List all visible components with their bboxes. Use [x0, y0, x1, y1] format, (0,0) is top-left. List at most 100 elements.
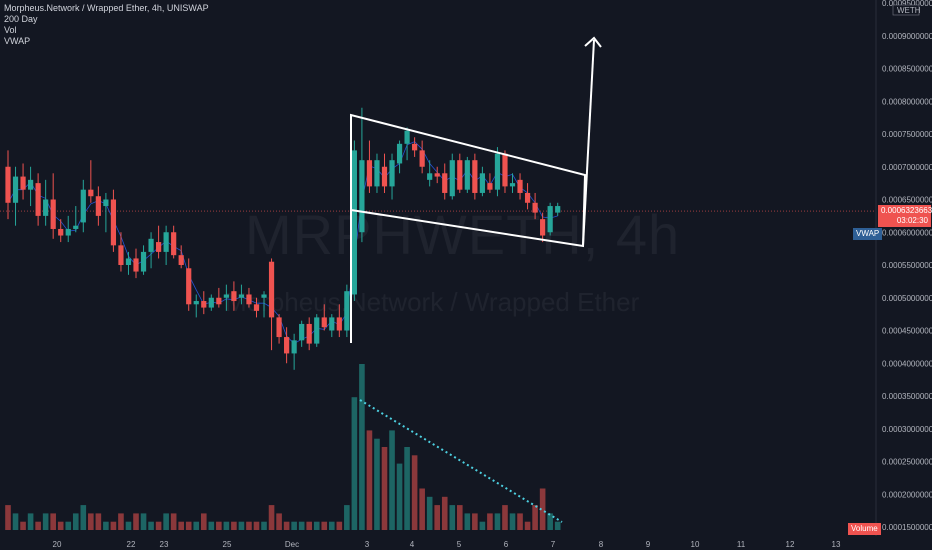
- breakout-arrow-shaft: [582, 39, 595, 247]
- volume-bar: [200, 513, 207, 530]
- candle-body: [442, 173, 448, 193]
- volume-bars: [5, 364, 561, 530]
- candle-body: [412, 143, 418, 151]
- candle-body: [253, 304, 260, 311]
- candle-body: [381, 166, 388, 187]
- price-tick-label: 0.0001500000: [882, 523, 932, 532]
- candle-body: [246, 294, 252, 305]
- candle-body: [321, 317, 327, 328]
- candle-body: [276, 317, 282, 338]
- volume-bar: [411, 455, 418, 530]
- time-axis: 20 22 23 25 Dec 3 4 5 6 7 8 9 10 11 12 13: [0, 536, 932, 550]
- legend-indicator-vwap[interactable]: VWAP: [4, 36, 31, 46]
- volume-bar: [419, 488, 425, 530]
- time-tick-label: 5: [457, 540, 462, 549]
- volume-bar: [464, 513, 471, 530]
- volume-bar: [328, 521, 335, 530]
- volume-bar: [457, 505, 463, 530]
- candle-body: [140, 251, 147, 272]
- legend-indicator-200-day[interactable]: 200 Day: [4, 14, 38, 24]
- volume-bar: [479, 521, 486, 530]
- volume-bar: [148, 521, 154, 530]
- candle-body: [299, 323, 305, 341]
- volume-bar: [434, 505, 441, 530]
- time-tick-label: 4: [410, 540, 415, 549]
- volume-bar: [351, 397, 358, 530]
- price-tick-label: 0.0003500000: [882, 392, 932, 401]
- candle-body: [336, 317, 342, 331]
- candle-body: [125, 258, 132, 265]
- time-tick-label: 11: [737, 540, 746, 549]
- volume-bar: [449, 505, 456, 530]
- candle-body: [396, 143, 403, 164]
- price-tick-label: 0.0009500000: [882, 0, 932, 8]
- volume-bar: [216, 521, 222, 530]
- candle-body: [434, 173, 440, 177]
- volume-bar: [231, 521, 237, 530]
- price-axis-bg: [878, 0, 932, 550]
- candle-body: [359, 160, 365, 233]
- candle-body: [502, 153, 508, 187]
- volume-bar: [554, 521, 561, 530]
- time-tick-label: 13: [832, 540, 841, 549]
- candle-body: [464, 160, 470, 190]
- candle-body: [80, 189, 86, 223]
- volume-bar: [404, 447, 410, 530]
- volume-bar: [118, 513, 124, 530]
- volume-bar: [396, 463, 403, 530]
- breakout-arrow-head: [584, 36, 602, 48]
- candle-body: [58, 228, 64, 236]
- volume-bar: [494, 513, 501, 530]
- legend-indicator-vol[interactable]: Vol: [4, 25, 17, 35]
- candle-body: [472, 160, 478, 193]
- candle-body: [178, 255, 184, 265]
- candle-body: [193, 301, 199, 305]
- candle-body: [35, 183, 41, 216]
- time-axis-bg: [0, 536, 932, 550]
- candle-body: [110, 199, 117, 246]
- volume-bar: [321, 521, 328, 530]
- time-tick-label: 10: [691, 540, 700, 549]
- candle-countdown: 03:02:30: [896, 216, 928, 226]
- volume-bar: [72, 513, 79, 530]
- candle-body: [479, 173, 485, 193]
- candle-body: [133, 258, 139, 272]
- price-tick-label: 0.0004500000: [882, 327, 932, 336]
- candle-body: [216, 297, 222, 305]
- price-tick-label: 0.0005000000: [882, 294, 932, 303]
- volume-bar: [103, 521, 109, 530]
- candle-body: [427, 173, 433, 180]
- currency-label: WETH: [897, 6, 921, 15]
- vwap-tag: VWAP: [853, 228, 883, 240]
- volume-bar: [88, 513, 94, 530]
- volume-bar: [261, 521, 267, 530]
- candle-body: [366, 160, 373, 187]
- time-tick-label: 7: [551, 540, 556, 549]
- volume-bar: [532, 505, 538, 530]
- candle-body: [555, 206, 561, 213]
- price-tick-label: 0.0005500000: [882, 261, 932, 270]
- volume-bar: [336, 521, 343, 530]
- volume-bar: [306, 521, 312, 530]
- time-tick-label: 23: [160, 540, 169, 549]
- candle-body: [457, 160, 463, 190]
- volume-bar: [268, 505, 275, 530]
- drawings: [350, 36, 602, 523]
- volume-bar: [298, 521, 305, 530]
- volume-bar: [133, 513, 139, 530]
- time-tick-label: 6: [504, 540, 509, 549]
- price-tick-label: 0.0006000000: [882, 228, 932, 237]
- candle-body: [238, 294, 245, 298]
- time-tick-label: 3: [365, 540, 370, 549]
- volume-bar: [517, 513, 523, 530]
- time-tick-label: 8: [599, 540, 604, 549]
- volume-bar: [95, 513, 102, 530]
- volume-bar: [5, 505, 11, 530]
- volume-bar: [366, 430, 373, 530]
- volume-bar: [253, 521, 260, 530]
- volume-bar: [472, 513, 478, 530]
- candle-body: [231, 291, 237, 302]
- candle-body: [43, 199, 49, 216]
- volume-bar: [524, 521, 531, 530]
